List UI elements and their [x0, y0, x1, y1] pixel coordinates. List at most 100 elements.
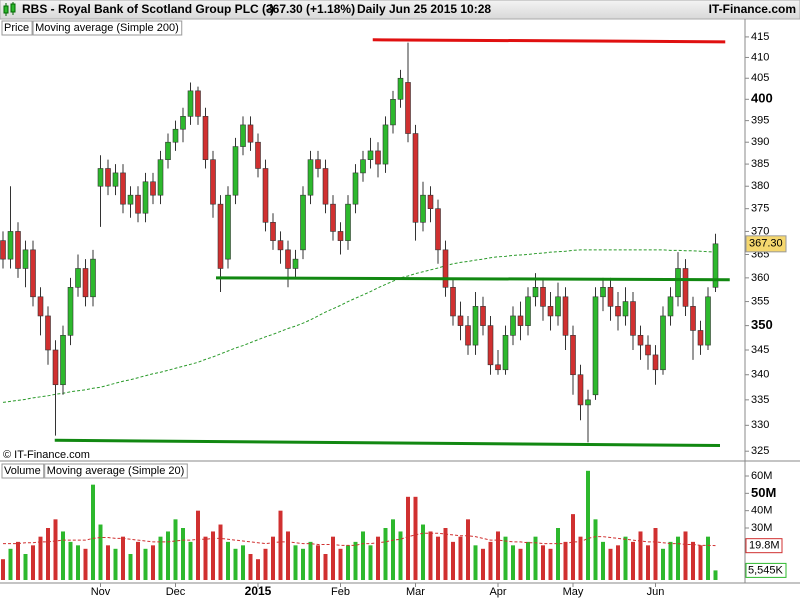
candle-body [682, 268, 689, 307]
volume-bar [503, 536, 508, 580]
candle-body [540, 287, 546, 307]
header-title: RBS - Royal Bank of Scotland Group PLC (… [22, 2, 274, 16]
volume-bar [376, 536, 380, 580]
x-tick-label: Dec [166, 586, 186, 598]
candle-body [67, 287, 74, 336]
candle-body [37, 296, 44, 317]
candle-body [465, 325, 471, 346]
candle-body [150, 181, 156, 196]
candle-body [180, 116, 186, 130]
volume-bar [646, 545, 650, 580]
candle-body [510, 315, 516, 336]
candle-body [97, 168, 104, 187]
candle-body [345, 203, 351, 241]
candle-body [652, 354, 659, 371]
volume-bar [593, 519, 598, 580]
volume-bar [488, 541, 493, 580]
volume-bar [286, 531, 290, 580]
volume-bar [383, 528, 388, 580]
y-tick-label: 60M [751, 470, 772, 482]
volume-bar [121, 536, 125, 580]
volume-bar [548, 548, 553, 580]
candle-body [502, 335, 509, 371]
candle-body [660, 315, 666, 371]
candle-body [45, 315, 51, 351]
candle-body [382, 124, 389, 165]
candle-body [442, 249, 449, 288]
volume-bar [23, 554, 28, 580]
volume-bar [691, 541, 695, 580]
candle-body [495, 364, 501, 371]
x-tick-label: Mar [406, 586, 425, 598]
volume-bar [541, 545, 545, 580]
volume-bar [668, 541, 673, 580]
volume-bar [68, 541, 73, 580]
candle-body [585, 399, 591, 406]
volume-ma-line [3, 532, 716, 547]
candle-body [360, 159, 366, 174]
legend-volume-ma: Moving average (Simple 20) [47, 465, 185, 477]
volume-bar [106, 545, 110, 580]
candle-body [75, 268, 81, 288]
volume-bar [331, 536, 335, 580]
volume-bar [256, 559, 260, 580]
candle-body [285, 249, 291, 269]
last-price-box [745, 235, 787, 253]
volume-bar [271, 536, 275, 580]
y-tick-label: 50M [751, 485, 776, 500]
volume-bar [278, 510, 283, 580]
candle-body [570, 335, 576, 376]
header-quote: 367.30 (+1.18%) [266, 2, 355, 16]
volume-bar [316, 545, 320, 580]
volume-bar [481, 548, 485, 580]
candle-body [7, 231, 14, 260]
volume-bar [188, 541, 193, 580]
candle-body [405, 82, 411, 134]
volume-bar [653, 528, 658, 580]
candle-body [240, 124, 246, 147]
x-tick-label: May [563, 586, 584, 598]
candle-body [195, 90, 201, 117]
volume-bar [413, 496, 418, 580]
volume-bar [308, 541, 313, 580]
volume-bar [61, 531, 65, 580]
volume-bar [113, 548, 118, 580]
candle-body [615, 306, 621, 317]
volume-bar [698, 545, 703, 580]
volume-bar [98, 524, 103, 580]
candle-body [112, 172, 119, 187]
candle-body [690, 306, 696, 331]
volume-bar [128, 554, 133, 580]
volume-bar [563, 541, 568, 580]
y-tick-label: 390 [751, 136, 769, 148]
y-tick-label: 380 [751, 180, 769, 192]
volume-bar [661, 548, 665, 580]
candle-body [457, 315, 464, 326]
volume-bar [398, 531, 403, 580]
candle-body [562, 296, 569, 336]
candle-body [352, 172, 359, 205]
candle-body [375, 150, 381, 165]
y-tick-label: 355 [751, 295, 769, 307]
candle-body [577, 374, 584, 406]
volume-bar [706, 536, 710, 580]
volume-bar [31, 545, 35, 580]
candle-body [525, 296, 531, 326]
candle-body [165, 141, 171, 160]
candle-body [637, 335, 644, 346]
volume-bar [638, 531, 643, 580]
volume-bar [608, 548, 613, 580]
volume-bar [241, 545, 245, 580]
y-tick-label: 340 [751, 369, 769, 381]
volume-bar [233, 548, 238, 580]
candle-body [232, 146, 239, 196]
candle-body [555, 296, 561, 317]
volume-bar [511, 545, 515, 580]
candle-body [225, 194, 231, 260]
candle-body [315, 159, 321, 169]
y-tick-label: 410 [751, 51, 769, 63]
y-tick-label: 325 [751, 445, 769, 457]
candle-body [60, 335, 66, 386]
volume-bar [1, 559, 5, 580]
